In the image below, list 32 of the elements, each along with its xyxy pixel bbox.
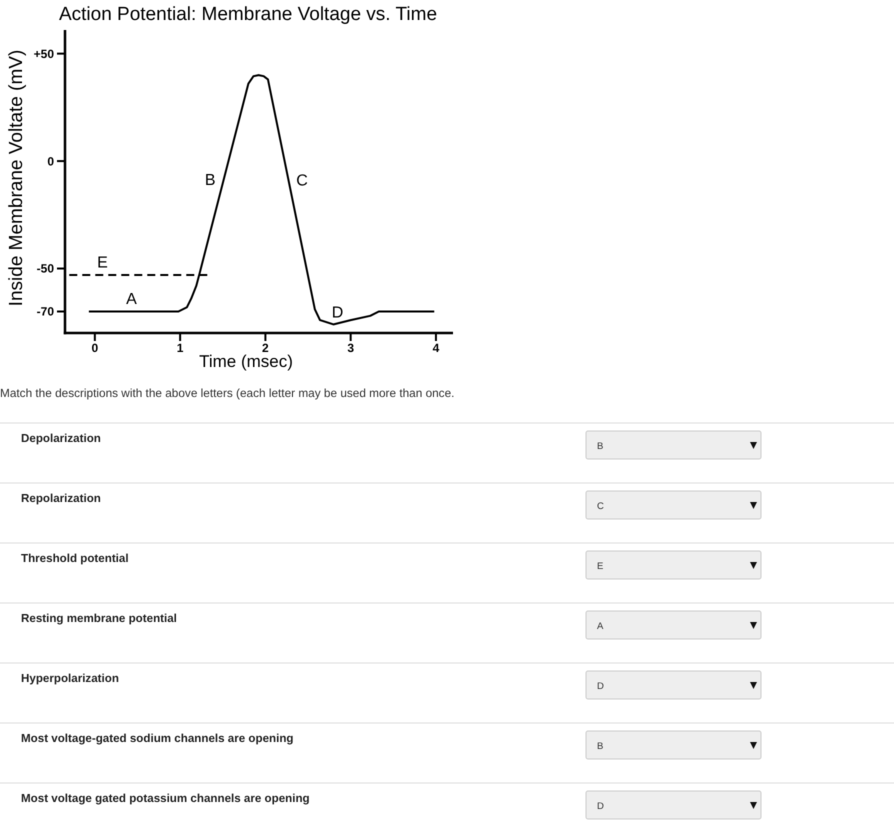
y-axis-title: Inside Membrane Voltate (mV) [6,50,27,306]
x-tick-label: 4 [432,341,440,355]
annotation: A [126,291,138,308]
x-axis-title: Time (msec) [199,352,293,371]
x-tick-label: 3 [347,341,354,355]
text: Hyperpolarization [21,672,119,685]
y-tick-label: +50 [34,46,54,61]
text: Repolarization [21,492,101,505]
x-tick-label: 2 [262,341,270,355]
dropdown-field: B [586,730,762,760]
annotation: E [97,254,108,272]
dropdown-field: E [586,550,762,580]
annotation: D [332,304,344,322]
y-tick-label: 0 [47,154,54,168]
dropdown-field: B [586,430,762,460]
x-tick-label: 0 [92,341,98,355]
text: Resting membrane potential [21,612,177,625]
dropdown-field: C [586,490,762,520]
chart-title: Action Potential: Membrane Voltage vs. Time [58,4,438,25]
dropdown-field: D [586,670,762,700]
text: Match the descriptions with the above letters (each letter may be used more than once. [0,386,454,400]
dropdown-field: D [586,790,762,820]
text: Most voltage-gated sodium channels are opening [21,732,294,745]
annotation: C [296,172,308,190]
text: Most voltage gated potassium channels are opening [21,792,310,805]
text: Threshold potential [21,552,129,565]
dropdown-field: A [586,610,762,640]
y-tick-label: -50 [36,262,54,276]
annotation: B [204,172,216,189]
x-tick-label: 1 [176,341,184,355]
y-tick-label: -70 [36,304,54,319]
text: Depolarization [21,432,101,445]
